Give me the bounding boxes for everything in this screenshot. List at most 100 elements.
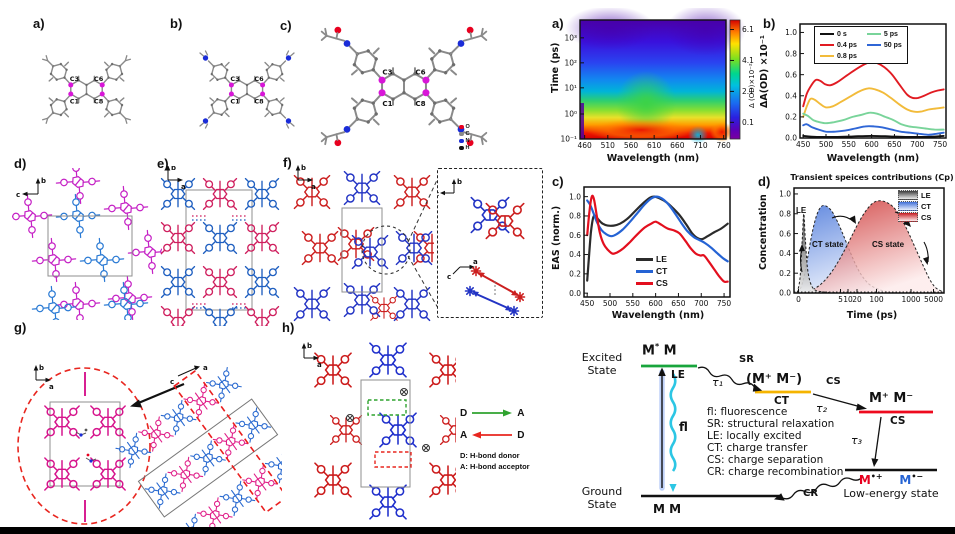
sr-label: SR <box>739 354 754 365</box>
fl-label: fl <box>679 420 688 434</box>
panel-label-c: c) <box>280 18 292 33</box>
tick-label: 500 <box>819 140 834 149</box>
tick-label: 460 <box>577 141 592 150</box>
population-chart: Transient speices contributions (Cp) Con… <box>754 170 955 321</box>
chart-b-legend: 0 s 0.4 ps 0.8 ps 5 ps 50 ps <box>814 26 908 64</box>
axis-letter: b <box>171 166 176 172</box>
tau2-label: τ₂ <box>816 402 828 415</box>
le-region-label: LE <box>796 206 807 215</box>
tick-label: 660 <box>670 141 685 150</box>
tick-label: 0.8 <box>569 212 581 221</box>
series-CT <box>586 195 729 263</box>
tick-label: 20 <box>852 295 862 304</box>
colorbar-tick-label: 0.1 <box>742 118 754 127</box>
axis-letter: a <box>317 361 322 369</box>
tick-label: 1.0 <box>569 192 581 201</box>
molecule-b-structure: C3 C6 C1 C8 <box>199 50 295 129</box>
axis-icon-inset-bottom: a c <box>447 258 478 281</box>
axis-icon-inset-top: b c <box>435 178 462 198</box>
atom-legend-item: H <box>459 145 470 151</box>
tick-label: 700 <box>910 140 925 149</box>
tick-label: 1.0 <box>785 28 797 37</box>
tick-label: 700 <box>694 299 709 308</box>
panel-label-f: f) <box>283 155 292 170</box>
panel-f-inset: b c a c <box>435 168 543 318</box>
axis-letter: b <box>307 342 312 350</box>
diagram-graphics <box>641 364 937 501</box>
tick-label: 550 <box>626 299 641 308</box>
panel-label-e: e) <box>157 156 169 171</box>
legend-item: 0.8 ps <box>820 51 857 61</box>
sr-wavy-arrow <box>697 366 763 392</box>
tick-label: 100 <box>869 295 884 304</box>
radical-pair-formula: M•+ M•− <box>858 472 924 487</box>
symmetry-symbols <box>346 388 430 452</box>
tick-label: 0.6 <box>779 229 791 238</box>
ground-state-label: Ground State <box>581 485 623 511</box>
acceptor-label: A <box>460 429 468 441</box>
atom-label-c3: C3 <box>382 67 392 76</box>
y-axis-title: EAS (norm.) <box>551 206 562 270</box>
axis-icon-e: b a <box>165 166 186 191</box>
axis-icon-g2: a c <box>170 364 208 386</box>
cs-formula: M⁺ M⁻ <box>869 391 914 406</box>
highlight-dashed-circle <box>361 225 411 275</box>
tick-label: 600 <box>648 299 663 308</box>
tick-label: 0.4 <box>785 91 797 100</box>
tick-label: 0.6 <box>569 231 581 240</box>
h-bond-legend: D A A D D: H-bond donor A: H-bond accept… <box>460 406 555 472</box>
tau1-label: τ₁ <box>712 376 724 389</box>
axis-letter: a <box>311 183 316 191</box>
highlight-dashed-ellipse <box>17 367 151 525</box>
atom-label-c6: C6 <box>415 67 425 76</box>
tick-label: 0.8 <box>779 209 791 218</box>
pointer-arrow <box>135 382 185 406</box>
inset-content: b c a c <box>435 178 526 317</box>
tick-label: 550 <box>842 140 857 149</box>
tick-label: 5 <box>838 295 843 304</box>
axis-icon-g: b a <box>33 364 54 391</box>
colorbar-tick-label: 4.1 <box>742 56 754 65</box>
tick-label: 0.2 <box>569 270 581 279</box>
panel-label-a: a) <box>33 16 45 31</box>
tick-label: 10⁻¹ <box>560 135 577 144</box>
acceptor-label: A <box>517 407 525 419</box>
packing-e: b a <box>158 166 282 326</box>
h-bond-dots <box>192 215 248 309</box>
tick-label: 1.0 <box>779 190 791 199</box>
bottom-border-bar <box>0 527 955 534</box>
atom-label-c6: C6 <box>254 75 264 83</box>
tick-label: 610 <box>647 141 662 150</box>
tick-label: 750 <box>933 140 948 149</box>
packing-d: b c <box>12 168 162 320</box>
x-axis-title: Wavelength (nm) <box>607 153 699 164</box>
cs-arrow-label: CS <box>826 376 841 387</box>
colorbar-tick-label: 6.1 <box>742 25 754 34</box>
packing-h: b a <box>301 342 456 532</box>
legend-item: LE <box>636 254 668 264</box>
tick-label: 0.2 <box>779 269 791 278</box>
atom-legend-item: N <box>459 138 470 144</box>
x-axis-title: Wavelength (nm) <box>612 310 704 320</box>
ta-spectra-chart: ΔA(OD) ×10⁻¹ Wavelength (nm) 450 500 550 60… <box>756 10 955 164</box>
tick-label: 0.0 <box>785 134 797 143</box>
atom-label-c3: C3 <box>230 75 239 83</box>
legend-item: LE <box>898 190 931 200</box>
ct-formula: (M⁺ M⁻) <box>746 372 803 387</box>
donor-label: D <box>517 429 525 441</box>
y-axis-title: Concentration <box>758 194 769 270</box>
tick-label: 750 <box>717 299 732 308</box>
series-0 s <box>802 134 945 138</box>
eas-chart: EAS (norm.) Wavelength (nm) 450 500 550 600… <box>548 170 753 321</box>
axis-letter: c <box>170 378 174 386</box>
axis-letter: c <box>16 191 20 199</box>
axis-letter: a <box>203 364 208 372</box>
tick-label: 450 <box>796 140 811 149</box>
tick-label: 10³ <box>564 33 577 42</box>
chart-label-b: b) <box>763 16 776 31</box>
tick-label: 5000 <box>924 295 943 304</box>
packing-f: b a <box>286 164 434 326</box>
flow-arrows <box>798 211 929 273</box>
tick-label: 0.0 <box>569 289 581 298</box>
